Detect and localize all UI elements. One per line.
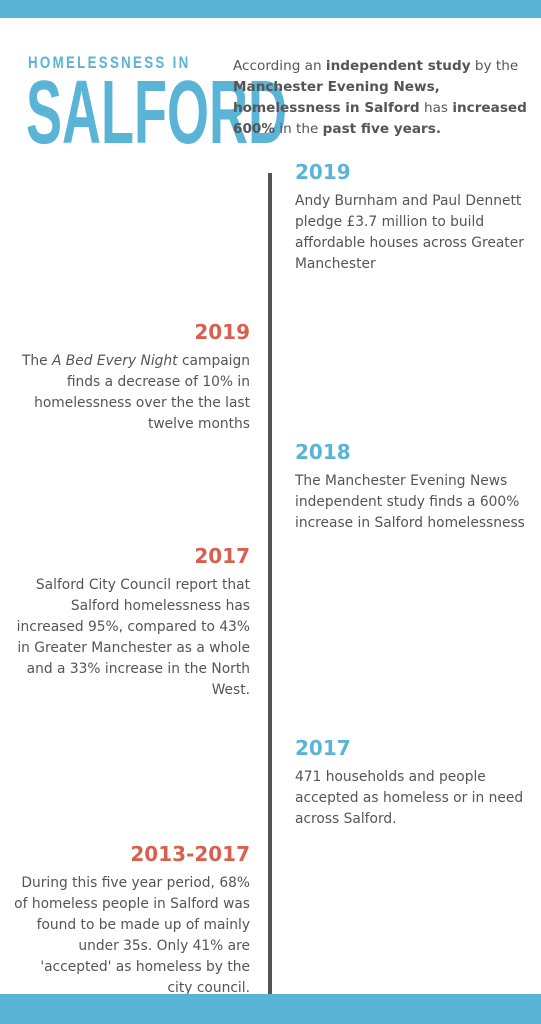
timeline-line — [268, 173, 272, 1003]
intro-text: increased 600% — [233, 100, 527, 137]
title-large: SALFORD — [26, 63, 287, 163]
description-text: The — [21, 353, 52, 369]
intro-text: According an — [233, 58, 326, 74]
intro-text: by the — [470, 58, 519, 74]
intro-text: has — [419, 100, 453, 116]
event-description: During this five year period, 68% of hom… — [14, 873, 250, 999]
event-description: Andy Burnham and Paul Dennett pledge £3.… — [295, 191, 535, 275]
event-year: 2017 — [295, 736, 351, 760]
event-year: 2017 — [194, 544, 250, 568]
title-small: HOMELESSNESS IN — [28, 53, 191, 72]
event-description: Salford City Council report that Salford… — [14, 575, 250, 701]
description-text: Salford City Council report that Salford… — [16, 577, 250, 698]
intro-text: Manchester Evening News, homelessness in… — [233, 79, 440, 116]
event-year: 2013-2017 — [130, 842, 250, 866]
intro-text: past five years. — [322, 121, 441, 137]
event-year: 2019 — [295, 160, 351, 184]
event-description: The A Bed Every Night campaign finds a d… — [14, 351, 250, 435]
bottom-bar — [0, 994, 541, 1024]
event-description: The Manchester Evening News independent … — [295, 471, 535, 534]
event-year: 2018 — [295, 440, 351, 464]
description-text: During this five year period, 68% of hom… — [14, 875, 250, 996]
intro-text: in the — [275, 121, 323, 137]
top-bar — [0, 0, 541, 18]
intro-text: independent study — [325, 58, 471, 74]
intro: According an independent study by the Ma… — [233, 56, 533, 140]
event-year: 2019 — [194, 320, 250, 344]
description-text: 471 households and people accepted as ho… — [295, 769, 524, 827]
description-text: campaign finds a decrease of 10% in home… — [34, 353, 250, 432]
description-text: Andy Burnham and Paul Dennett pledge £3.… — [295, 193, 524, 272]
description-text: The Manchester Evening News independent … — [295, 473, 525, 531]
event-description: 471 households and people accepted as ho… — [295, 767, 535, 830]
description-text: A Bed Every Night — [51, 353, 178, 369]
